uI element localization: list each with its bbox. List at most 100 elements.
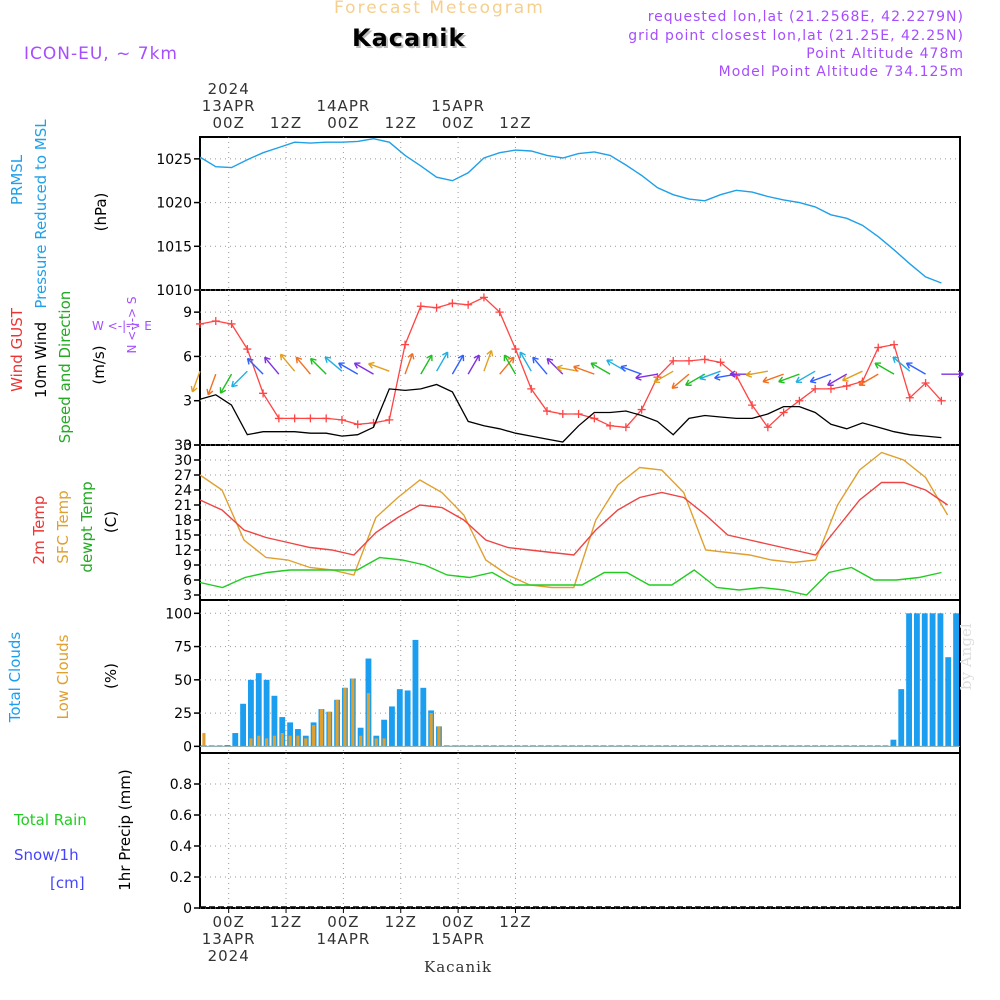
wind-direction-arrow: [858, 373, 879, 386]
y-tick-label: 1025: [156, 152, 192, 168]
gust-point: [274, 414, 283, 423]
total-cloud-bar: [240, 703, 247, 747]
wind-direction-arrow: [467, 354, 480, 375]
temp-unit: (C): [102, 511, 120, 533]
sfc-temp-line: [199, 451, 949, 589]
wind-arrow-head: [532, 356, 539, 364]
gust-point: [716, 358, 725, 367]
low-cloud-bar: [257, 735, 261, 747]
low-cloud-bar: [304, 738, 308, 747]
wind-direction-arrow: [892, 356, 911, 372]
total-cloud-bar: [898, 689, 905, 747]
snow-label: Snow/1h: [14, 846, 79, 864]
low-cloud-bar: [272, 735, 276, 747]
y-tick-label: 50: [174, 673, 192, 689]
y-tick-label: 1020: [156, 196, 192, 212]
wind-direction-arrow: [635, 373, 658, 379]
y-tick-label: 3: [183, 394, 192, 410]
y-tick-label: 15: [174, 528, 192, 544]
time-axis-label: 00Z: [442, 913, 474, 931]
total-cloud-bar: [937, 613, 944, 747]
wind-direction-arrow: [827, 373, 848, 386]
time-axis-label: 12Z: [499, 114, 531, 132]
low-cloud-bar: [312, 725, 316, 747]
gust-point: [211, 317, 220, 325]
wind-arrow-head: [729, 370, 736, 378]
wind-direction-arrow: [279, 353, 296, 372]
total-cloud-bar: [929, 613, 936, 747]
wind-arrow-head: [407, 352, 415, 360]
wind-arrow-head: [324, 356, 332, 363]
gust-point: [527, 384, 536, 393]
y-tick-label: 21: [174, 498, 192, 514]
total-cloud-bar: [906, 613, 912, 747]
low-clouds-label: Low Clouds: [54, 634, 72, 719]
y-tick-label: 3: [183, 588, 192, 604]
wind-direction-arrow: [874, 362, 895, 375]
wind-direction-arrow: [906, 362, 926, 375]
wind-arrow-head: [246, 357, 254, 365]
dewpt-temp-label: dewpt Temp: [78, 481, 96, 572]
precip-unit: 1hr Precip (mm): [116, 769, 134, 890]
wind-direction-arrow: [264, 356, 280, 375]
wind-arrow-head: [473, 354, 480, 362]
time-axis-label: 15APR: [431, 97, 485, 115]
wind-arrow-head: [206, 388, 214, 396]
wind-arrow-head: [353, 362, 361, 369]
y-tick-label: 6: [183, 349, 192, 365]
point-altitude: Point Altitude 478m: [806, 46, 964, 62]
gust-point: [606, 421, 615, 430]
wind-direction-arrow: [499, 356, 515, 375]
total-cloud-bar: [381, 719, 388, 747]
gust-point: [290, 414, 299, 423]
wind-direction-arrow: [368, 363, 390, 372]
wind-direction-arrow: [354, 362, 374, 375]
time-axis-label: 12Z: [270, 913, 302, 931]
credit-watermark: by Angel: [957, 623, 975, 690]
low-cloud-bar: [288, 735, 292, 747]
y-tick-label: 0.8: [170, 777, 192, 793]
wind-arrow-head: [338, 362, 345, 369]
gust-point: [669, 356, 678, 365]
wind-arrow-head: [957, 370, 964, 378]
time-axis-label: 14APR: [316, 930, 370, 948]
gust-point: [748, 401, 757, 410]
gust-point: [558, 410, 567, 418]
wind-10m-label: 10m Wind: [32, 322, 50, 398]
low-cloud-bar: [437, 726, 441, 747]
gridpoint-coords: grid point closest lon,lat (21.25E, 42.2…: [628, 28, 964, 44]
wind-direction-arrow: [451, 354, 464, 375]
gust-point: [590, 414, 599, 423]
wind-direction-arrow: [573, 365, 595, 375]
station-title: Kacanik: [352, 24, 466, 52]
gust-point: [353, 420, 362, 429]
gust-point: [779, 408, 788, 417]
gust-point: [795, 396, 804, 405]
low-cloud-bar: [382, 738, 386, 747]
gust-point: [495, 308, 504, 317]
wind-arrow-head: [486, 349, 494, 357]
wind-arrow-head: [556, 364, 563, 372]
y-tick-label: 0.2: [170, 870, 192, 886]
wind-arrow-head: [573, 364, 580, 372]
total-cloud-bar: [255, 673, 262, 747]
pressure-line: [199, 137, 942, 284]
total-cloud-bar: [404, 690, 411, 747]
wind-arrow-head: [892, 356, 899, 363]
wind-direction-arrow: [420, 354, 433, 375]
gust-point: [196, 319, 204, 328]
wind-direction-arrow: [191, 370, 201, 393]
y-tick-label: 75: [174, 640, 192, 656]
y-tick-label: 0: [183, 739, 192, 755]
wind-direction-arrow: [699, 370, 721, 380]
gust-point: [448, 299, 457, 308]
wind-direction-arrow: [435, 351, 449, 372]
wind-arrow-head: [519, 351, 526, 359]
time-axis-label: 2024: [208, 947, 250, 965]
total-cloud-bar: [263, 679, 270, 747]
pressure-label-prmsl: PRMSL: [8, 154, 26, 205]
panel-frame-5: [199, 752, 961, 909]
wind-arrow-head: [457, 354, 465, 362]
wind-direction-arrow: [295, 356, 311, 375]
wind-arrow-head: [295, 356, 303, 364]
